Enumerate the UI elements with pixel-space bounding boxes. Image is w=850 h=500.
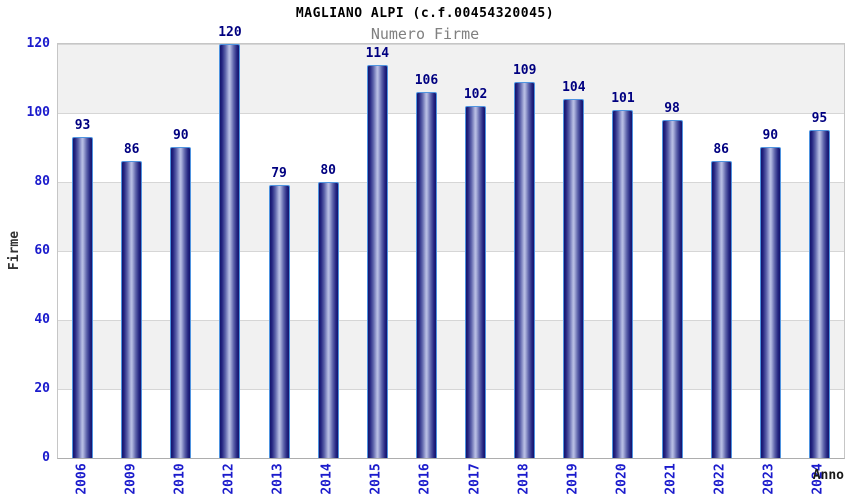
- bar-slot-2021: 98: [648, 44, 697, 458]
- x-tick-slot: 2017: [450, 459, 499, 499]
- x-tick-slot: 2009: [106, 459, 155, 499]
- x-tick-slot: 2015: [352, 459, 401, 499]
- bar-slot-2014: 80: [304, 44, 353, 458]
- y-tick-label: 0: [42, 450, 50, 465]
- chart-title: MAGLIANO ALPI (c.f.00454320045): [295, 6, 555, 21]
- x-tick-slot: 2021: [647, 459, 696, 499]
- x-tick-slot: 2012: [204, 459, 253, 499]
- x-tick-slot: 2020: [597, 459, 646, 499]
- bar-2020: [612, 110, 634, 458]
- x-tick-label: 2015: [368, 463, 384, 495]
- bar-2012: [219, 44, 241, 458]
- x-tick-label: 2020: [614, 463, 630, 495]
- x-tick-label: 2010: [172, 463, 188, 495]
- bar-slot-2012: 120: [205, 25, 254, 458]
- x-tick-slot: 2019: [548, 459, 597, 499]
- bar-slot-2023: 90: [746, 44, 795, 458]
- bar-2010: [170, 147, 192, 458]
- bar-value-label: 104: [562, 80, 586, 95]
- bar-2022: [710, 161, 732, 458]
- bar-value-label: 109: [512, 63, 537, 78]
- bar-2015: [366, 65, 388, 458]
- x-tick-label: 2017: [467, 463, 483, 495]
- y-tick-label: 100: [26, 105, 50, 120]
- x-tick-label: 2006: [74, 463, 90, 495]
- bar-slot-2013: 79: [255, 44, 304, 458]
- plot-area: 93 86 90 120 79 80 114 106 102 109 104 101 98 86 90 95: [57, 25, 845, 459]
- bar-2013: [268, 185, 290, 458]
- bar-slot-2006: 93: [58, 44, 107, 458]
- bar-value-label: 79: [271, 166, 287, 181]
- chart-subtitle: Numero Firme: [370, 25, 480, 43]
- bar-slot-2009: 86: [107, 44, 156, 458]
- bar-2023: [759, 147, 781, 458]
- x-tick-label: 2014: [319, 463, 335, 495]
- bar-2024: [808, 130, 830, 458]
- x-tick-label: 2009: [123, 463, 139, 495]
- x-tick-label: 2018: [516, 463, 532, 495]
- bar-slot-2018: 109: [500, 44, 549, 458]
- bar-2017: [465, 106, 487, 458]
- y-tick-label: 80: [34, 174, 50, 189]
- bar-value-label: 90: [172, 128, 189, 143]
- x-tick-label: 2019: [565, 463, 581, 495]
- x-axis-title: Anno: [812, 468, 844, 483]
- bar-slot-2020: 101: [598, 44, 647, 458]
- bar-value-label: 120: [218, 25, 242, 40]
- bar-slot-2017: 102: [451, 44, 500, 458]
- y-tick-label: 40: [34, 312, 50, 327]
- bar-slot-2022: 86: [697, 44, 746, 458]
- x-tick-slot: 2018: [499, 459, 548, 499]
- bar-2016: [415, 92, 437, 458]
- x-tick-label: 2012: [221, 463, 237, 495]
- x-tick-slot: 2023: [745, 459, 794, 499]
- bar-2021: [661, 120, 683, 458]
- bar-value-label: 114: [365, 46, 390, 61]
- y-tick-label: 60: [34, 243, 50, 258]
- x-tick-label: 2016: [417, 463, 433, 495]
- bar-value-label: 95: [811, 111, 828, 126]
- x-tick-label: 2013: [270, 463, 286, 495]
- bar-value-label: 102: [463, 87, 488, 102]
- x-tick-label: 2023: [761, 463, 777, 495]
- x-tick-slot: 2010: [155, 459, 204, 499]
- bar-slot-2019: 104: [549, 44, 598, 458]
- x-tick-label: 2022: [712, 463, 728, 495]
- x-tick-slot: 2016: [401, 459, 450, 499]
- x-axis-ticks: 2006 2009 2010 2012 2013 2014 2015 2016 2017 2018…: [57, 459, 843, 499]
- bar-2019: [563, 99, 585, 458]
- bar-2009: [121, 161, 143, 458]
- bar-2014: [317, 182, 339, 458]
- bar-value-label: 93: [74, 118, 91, 133]
- x-tick-slot: 2022: [696, 459, 745, 499]
- x-tick-label: 2021: [663, 463, 679, 495]
- bar-value-label: 90: [762, 128, 779, 143]
- bar-value-label: 80: [320, 163, 337, 178]
- x-tick-slot: 2006: [57, 459, 106, 499]
- bar-value-label: 86: [123, 142, 140, 157]
- bar-value-label: 98: [664, 101, 680, 116]
- bar-slot-2010: 90: [156, 44, 205, 458]
- bar-series: 93 86 90 120 79 80 114 106 102 109 104 101 98 86 90 95: [58, 25, 844, 458]
- y-tick-label: 120: [26, 36, 50, 51]
- bar-2018: [514, 82, 536, 458]
- y-tick-label: 20: [34, 381, 50, 396]
- bar-slot-2015: 114: [353, 44, 402, 458]
- bar-slot-2024: 95: [795, 44, 844, 458]
- bar-slot-2016: 106: [402, 44, 451, 458]
- bar-value-label: 101: [611, 91, 635, 106]
- x-tick-slot: 2013: [254, 459, 303, 499]
- bar-value-label: 86: [713, 142, 730, 157]
- bar-2006: [72, 137, 94, 458]
- x-tick-slot: 2014: [303, 459, 352, 499]
- bar-value-label: 106: [414, 73, 439, 88]
